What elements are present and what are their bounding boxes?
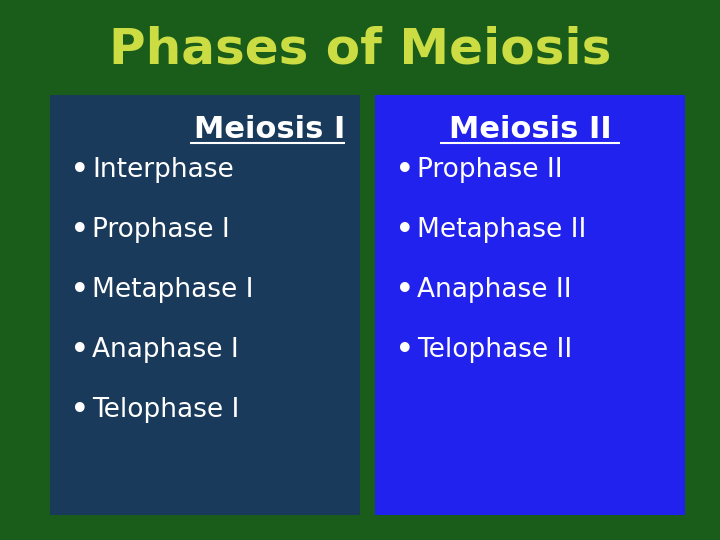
Text: •: • (395, 334, 415, 367)
Text: Prophase II: Prophase II (417, 157, 562, 183)
FancyBboxPatch shape (50, 95, 360, 515)
Text: •: • (70, 213, 89, 246)
Text: Telophase I: Telophase I (92, 397, 239, 423)
Text: Anaphase I: Anaphase I (92, 337, 239, 363)
Text: Meiosis II: Meiosis II (449, 115, 611, 144)
Text: Meiosis I: Meiosis I (194, 115, 345, 144)
Text: Phases of Meiosis: Phases of Meiosis (109, 26, 611, 74)
Text: Metaphase II: Metaphase II (417, 217, 586, 243)
Text: •: • (395, 273, 415, 307)
Text: Interphase: Interphase (92, 157, 234, 183)
Text: •: • (70, 334, 89, 367)
Text: •: • (395, 213, 415, 246)
Text: Metaphase I: Metaphase I (92, 277, 253, 303)
Text: •: • (70, 273, 89, 307)
FancyBboxPatch shape (375, 95, 685, 515)
Text: Prophase I: Prophase I (92, 217, 230, 243)
Text: •: • (395, 153, 415, 186)
Text: Telophase II: Telophase II (417, 337, 572, 363)
Text: •: • (70, 153, 89, 186)
Text: Anaphase II: Anaphase II (417, 277, 572, 303)
Text: •: • (70, 394, 89, 427)
